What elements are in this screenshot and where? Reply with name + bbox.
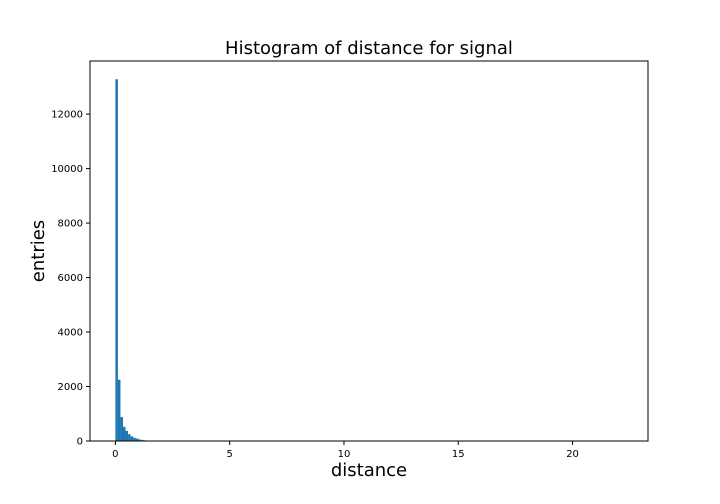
- x-tick-label: 15: [452, 449, 465, 460]
- histogram-bar: [140, 439, 144, 441]
- histogram-bar: [128, 434, 131, 441]
- y-tick-label: 0: [77, 437, 83, 448]
- y-axis-label: entries: [28, 220, 49, 282]
- y-axis-ticks: 0 2000 4000 6000 8000 10000 12000: [51, 110, 90, 448]
- histogram-bar: [138, 439, 141, 441]
- chart-title: Histogram of distance for signal: [225, 38, 513, 59]
- plot-frame: [89, 60, 649, 442]
- histogram-bar: [130, 436, 134, 441]
- histogram-bar: [120, 417, 123, 441]
- x-tick-label: 5: [226, 449, 232, 460]
- y-tick-label: 6000: [58, 273, 83, 284]
- histogram-bars: [115, 79, 154, 442]
- histogram-bar: [122, 426, 126, 441]
- histogram-bar: [115, 79, 118, 442]
- histogram-bar: [135, 438, 139, 441]
- histogram-bar: [125, 430, 129, 441]
- y-tick-label: 4000: [58, 328, 83, 339]
- x-tick-label: 0: [112, 449, 118, 460]
- x-axis-label: distance: [331, 460, 407, 481]
- histogram-bar: [117, 379, 121, 441]
- histogram-bar: [133, 437, 136, 441]
- y-tick-label: 10000: [51, 164, 83, 175]
- x-tick-label: 10: [338, 449, 351, 460]
- y-tick-label: 8000: [58, 219, 83, 230]
- y-tick-label: 2000: [58, 382, 83, 393]
- x-tick-label: 20: [566, 449, 579, 460]
- y-tick-label: 12000: [51, 110, 83, 121]
- x-axis-ticks: 0 5 10 15 20: [112, 441, 579, 460]
